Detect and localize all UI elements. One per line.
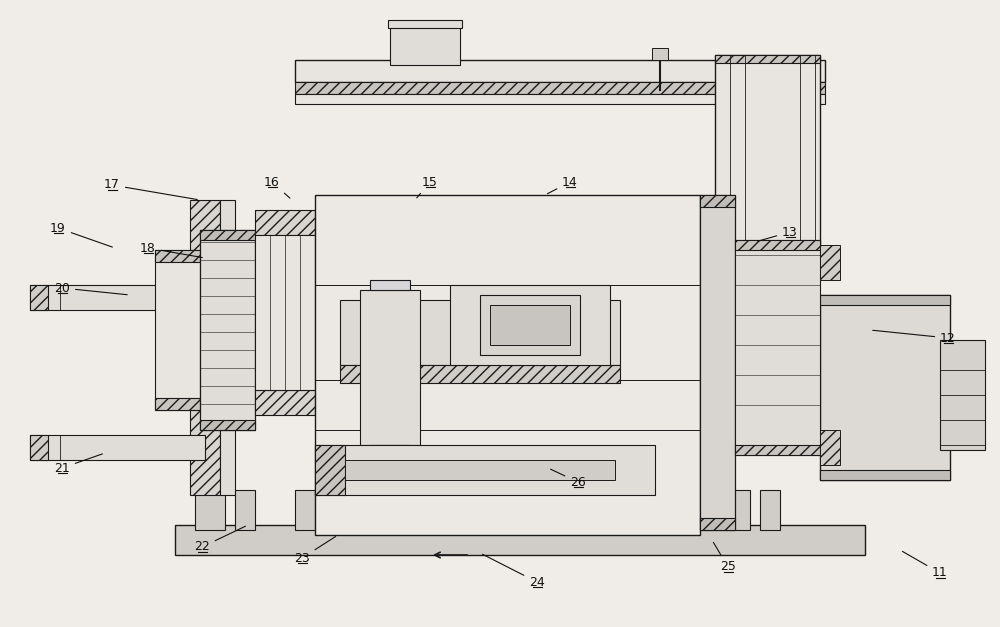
Text: 24: 24 — [482, 554, 545, 589]
Text: 13: 13 — [758, 226, 798, 241]
Bar — [340, 365, 620, 383]
Bar — [295, 60, 825, 82]
Bar — [820, 295, 950, 305]
Bar — [735, 240, 820, 455]
Circle shape — [713, 336, 721, 344]
Bar — [340, 300, 620, 365]
Bar — [820, 295, 950, 480]
Bar — [940, 340, 985, 450]
Bar — [730, 490, 750, 530]
Bar — [652, 48, 668, 60]
Bar — [370, 280, 410, 290]
Bar — [700, 195, 735, 530]
Circle shape — [713, 396, 721, 404]
Bar — [660, 490, 680, 530]
Bar — [295, 82, 825, 94]
Bar — [735, 445, 820, 455]
Circle shape — [713, 246, 721, 254]
Text: 18: 18 — [140, 241, 202, 258]
Bar — [255, 210, 315, 235]
Text: 17: 17 — [104, 179, 197, 199]
Bar — [155, 250, 200, 410]
Bar — [315, 445, 655, 495]
Text: 11: 11 — [902, 551, 948, 579]
Circle shape — [713, 486, 721, 494]
Bar — [820, 470, 950, 480]
Bar — [295, 490, 315, 530]
Bar — [315, 195, 700, 535]
Bar — [255, 390, 315, 415]
Bar — [390, 25, 460, 65]
Bar — [200, 230, 255, 240]
Bar — [200, 230, 255, 430]
Bar — [155, 250, 200, 262]
Bar — [360, 290, 420, 445]
Bar — [235, 490, 255, 530]
Bar — [155, 398, 200, 410]
Bar — [760, 490, 780, 530]
Bar — [30, 435, 205, 460]
Bar — [255, 235, 315, 390]
Bar — [715, 55, 820, 63]
Bar — [388, 20, 462, 28]
Bar — [30, 435, 48, 460]
Text: 20: 20 — [54, 282, 127, 295]
Circle shape — [713, 426, 721, 434]
Bar — [820, 245, 840, 280]
Bar — [345, 460, 615, 480]
Circle shape — [713, 456, 721, 464]
Circle shape — [713, 366, 721, 374]
Bar — [715, 268, 820, 276]
Bar — [450, 285, 610, 365]
Circle shape — [713, 276, 721, 284]
Bar — [220, 200, 235, 495]
Bar — [700, 518, 735, 530]
Text: 22: 22 — [194, 526, 245, 554]
Bar — [480, 295, 580, 355]
Bar — [820, 430, 840, 465]
Bar — [735, 240, 820, 250]
Bar — [490, 305, 570, 345]
Bar — [175, 525, 865, 555]
Bar — [715, 55, 820, 275]
Text: 23: 23 — [294, 537, 336, 564]
Circle shape — [713, 216, 721, 224]
Circle shape — [713, 306, 721, 314]
Bar — [190, 200, 220, 495]
Text: 25: 25 — [713, 542, 736, 574]
Text: 21: 21 — [54, 454, 102, 475]
Bar — [195, 490, 225, 530]
Bar — [30, 285, 205, 310]
Bar — [295, 94, 825, 104]
Bar — [30, 285, 48, 310]
Text: 16: 16 — [264, 176, 290, 198]
Text: 26: 26 — [551, 469, 586, 488]
Text: 14: 14 — [547, 176, 578, 194]
Bar — [200, 420, 255, 430]
Text: 15: 15 — [417, 176, 438, 198]
Text: 12: 12 — [873, 330, 956, 344]
Text: 19: 19 — [50, 221, 112, 247]
Bar — [700, 195, 735, 207]
Bar — [370, 445, 410, 455]
Bar — [315, 445, 345, 495]
